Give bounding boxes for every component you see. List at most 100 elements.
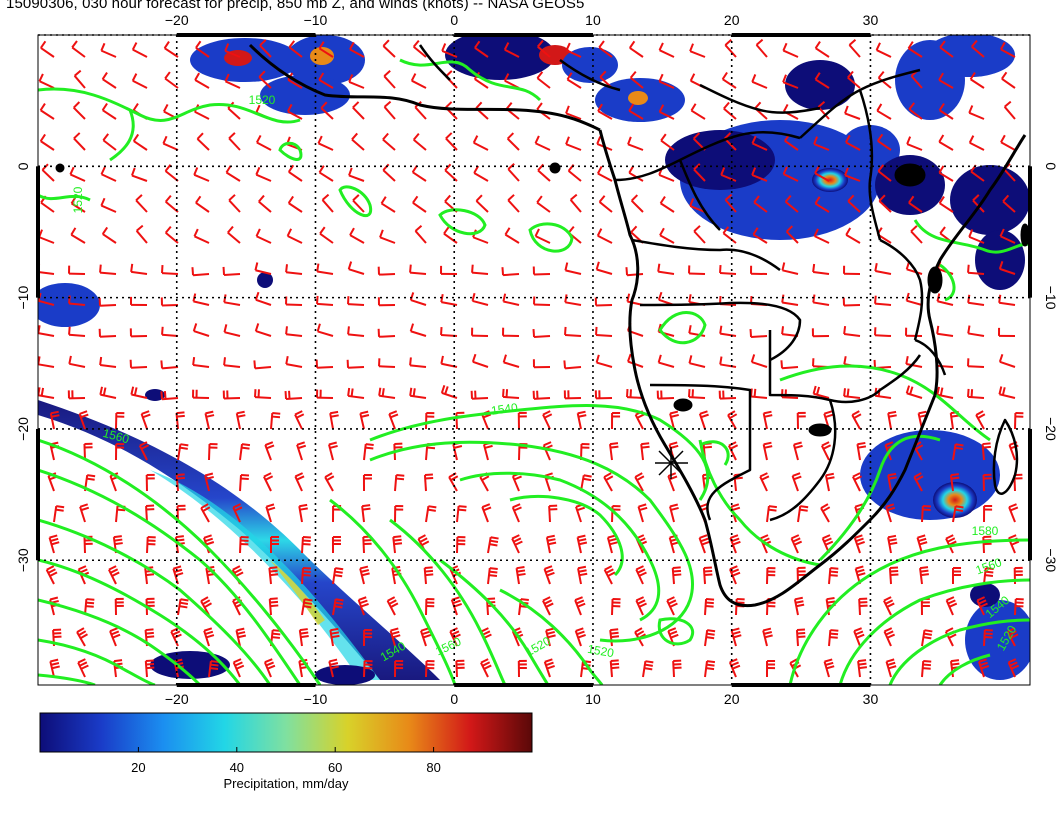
wind-barb <box>657 354 675 368</box>
wind-barb <box>594 390 613 400</box>
wind-barb <box>203 627 215 647</box>
wind-barb <box>566 72 582 89</box>
wind-barb <box>440 265 458 275</box>
wind-barb <box>328 441 338 461</box>
wind-barb <box>780 360 799 370</box>
wind-barb <box>845 134 861 151</box>
wind-barb <box>502 388 520 399</box>
wind-barb <box>795 628 806 647</box>
wind-barb <box>1014 412 1024 430</box>
wind-barb <box>39 133 55 151</box>
wind-barb <box>321 193 334 213</box>
wind-barb <box>637 503 648 523</box>
wind-barb <box>905 292 923 306</box>
wind-barb <box>101 71 117 89</box>
wind-barb <box>255 228 272 244</box>
wind-barb <box>658 104 675 120</box>
wind-barb <box>595 326 613 337</box>
wind-barb <box>878 194 892 213</box>
wind-barb <box>471 327 489 337</box>
wind-barb <box>785 225 799 244</box>
wind-barb <box>967 388 985 399</box>
wind-barb <box>38 356 55 368</box>
wind-barb <box>298 628 309 647</box>
wind-barb <box>502 354 520 368</box>
wind-barb <box>750 354 768 368</box>
wind-barb <box>362 535 372 554</box>
wind-barb <box>567 164 582 182</box>
wind-barb <box>392 535 403 554</box>
wind-barb <box>301 567 312 585</box>
wind-barb <box>983 505 993 523</box>
wind-barb <box>298 503 308 523</box>
wind-barb <box>609 628 620 647</box>
wind-barb <box>598 40 613 58</box>
wind-barb <box>820 441 832 461</box>
frame-bar-bottom <box>731 683 871 687</box>
wind-barb <box>48 534 60 554</box>
wind-barb <box>982 535 992 554</box>
wind-barb <box>222 266 241 276</box>
wind-barb <box>629 71 644 89</box>
wind-barb <box>545 627 556 647</box>
wind-barb <box>913 472 924 492</box>
wind-barb <box>200 596 212 616</box>
wind-barb <box>671 566 682 585</box>
coastlines <box>55 43 1030 608</box>
wind-barb <box>843 325 861 337</box>
wind-barb <box>131 73 148 89</box>
wind-barb <box>76 627 88 647</box>
lon-label-top: 10 <box>585 12 601 28</box>
wind-barb <box>812 358 830 368</box>
wind-barb <box>380 196 396 213</box>
wind-barb <box>196 132 210 151</box>
wind-barb <box>814 165 830 182</box>
wind-barb <box>225 165 241 182</box>
precipitation-layer <box>38 35 1030 685</box>
wind-barb <box>814 40 830 58</box>
wind-barb <box>975 410 986 430</box>
wind-barb <box>161 326 179 337</box>
wind-barb <box>630 194 644 213</box>
contour-label: 1520 <box>586 642 615 660</box>
wind-barb <box>160 360 179 370</box>
wind-barb <box>382 39 396 58</box>
wind-barb <box>722 226 737 244</box>
wind-barb <box>811 328 830 338</box>
wind-barb <box>98 297 117 307</box>
wind-barb <box>1006 627 1019 647</box>
wind-barb <box>532 359 551 369</box>
lon-label-bottom: 10 <box>585 691 601 707</box>
wind-barb <box>749 328 768 339</box>
wind-barb <box>146 536 156 554</box>
wind-barb <box>129 328 148 338</box>
wind-barb <box>318 165 334 182</box>
wind-barb <box>971 39 985 58</box>
wind-barb <box>887 534 898 554</box>
wind-barb <box>316 389 334 399</box>
wind-barb <box>316 263 334 275</box>
lon-label-top: −10 <box>304 12 328 28</box>
wind-barb <box>721 71 737 89</box>
wind-barb <box>969 72 985 89</box>
wind-barb <box>301 536 311 554</box>
wind-barb <box>99 386 117 399</box>
wind-barb <box>853 627 865 647</box>
contour-label: 1580 <box>972 524 999 538</box>
wind-barb <box>669 410 679 430</box>
wind-barb <box>704 598 715 616</box>
wind-barb <box>320 101 334 120</box>
wind-barb <box>377 297 396 307</box>
wind-barb <box>919 566 929 585</box>
wind-barb <box>239 443 251 461</box>
wind-barb <box>688 265 706 275</box>
wind-barb <box>296 441 307 461</box>
wind-barb <box>627 353 644 368</box>
wind-barb <box>192 293 210 306</box>
wind-barb <box>200 503 211 523</box>
wind-barb <box>471 292 489 306</box>
wind-barb <box>258 194 272 213</box>
wind-barb <box>223 324 241 337</box>
wind-barb <box>287 103 303 120</box>
wind-barb <box>689 198 706 213</box>
